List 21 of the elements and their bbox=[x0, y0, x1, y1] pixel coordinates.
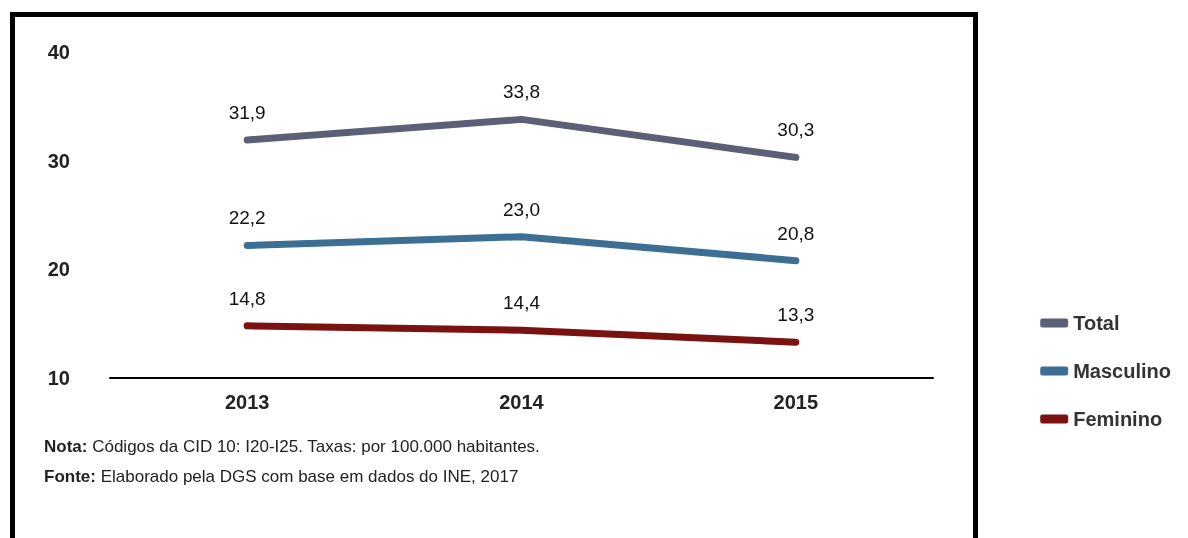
data-label: 20,8 bbox=[777, 222, 815, 244]
text: Nota: Códigos da CID 10: I20-I25. Taxas: por 100.000 habitantes. bbox=[44, 436, 540, 458]
data-label: 22,2 bbox=[228, 207, 266, 229]
x-tick-label: 2014 bbox=[499, 391, 545, 413]
source-note: Fonte: Elaborado pela DGS com base em dados do INE, 2017 bbox=[44, 466, 520, 488]
data-label: 14,4 bbox=[503, 292, 541, 314]
legend-label: Masculino bbox=[1073, 360, 1171, 382]
data-label: 14,8 bbox=[228, 287, 266, 309]
data-label: 23,0 bbox=[503, 198, 540, 220]
y-tick-label: 40 bbox=[47, 41, 70, 63]
data-label: 13,3 bbox=[777, 304, 815, 326]
data-label: 31,9 bbox=[228, 102, 266, 124]
legend-label: Feminino bbox=[1073, 408, 1163, 430]
y-tick-label: 20 bbox=[47, 258, 70, 281]
y-tick-label: 30 bbox=[47, 149, 70, 172]
y-tick-label: 10 bbox=[47, 367, 70, 389]
data-label: 33,8 bbox=[503, 81, 540, 103]
x-tick-label: 2013 bbox=[224, 391, 270, 413]
x-tick-label: 2015 bbox=[773, 391, 819, 413]
legend-label: Total bbox=[1073, 312, 1120, 334]
data-label: 30,3 bbox=[777, 119, 815, 141]
